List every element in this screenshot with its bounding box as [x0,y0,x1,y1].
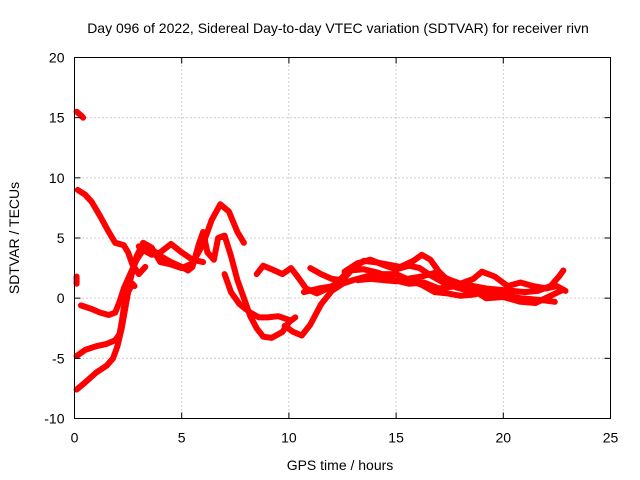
x-tick-label: 20 [496,430,512,446]
axis-ticks: 0 5 10 15 20 25 -10 -5 0 5 10 15 20 [44,50,618,446]
y-tick-label: 10 [49,170,65,186]
series-line-track-7 [135,229,299,341]
series-line-track-6 [73,201,247,393]
series-line-track-10 [281,267,567,339]
x-tick-label: 25 [603,430,619,446]
y-tick-label: 15 [49,110,65,126]
y-tick-label: -5 [52,350,65,366]
plot-area [73,108,569,393]
x-axis-label: GPS time / hours [287,457,394,473]
y-axis-label: SDTVAR / TECUs [6,182,22,294]
y-tick-label: -10 [44,411,64,427]
x-tick-label: 10 [281,430,297,446]
x-tick-label: 0 [71,430,79,446]
x-tick-label: 5 [178,430,186,446]
y-tick-label: 20 [49,50,65,66]
series-line-track-14 [354,275,528,304]
chart-title: Day 096 of 2022, Sidereal Day-to-day VTE… [87,20,589,36]
series-line-track-8 [221,271,292,323]
x-tick-label: 15 [388,430,404,446]
grid [74,57,611,419]
y-tick-label: 5 [57,230,65,246]
y-tick-label: 0 [57,290,65,306]
series-line-track-4 [77,241,207,318]
series-line-track-1 [73,108,87,121]
